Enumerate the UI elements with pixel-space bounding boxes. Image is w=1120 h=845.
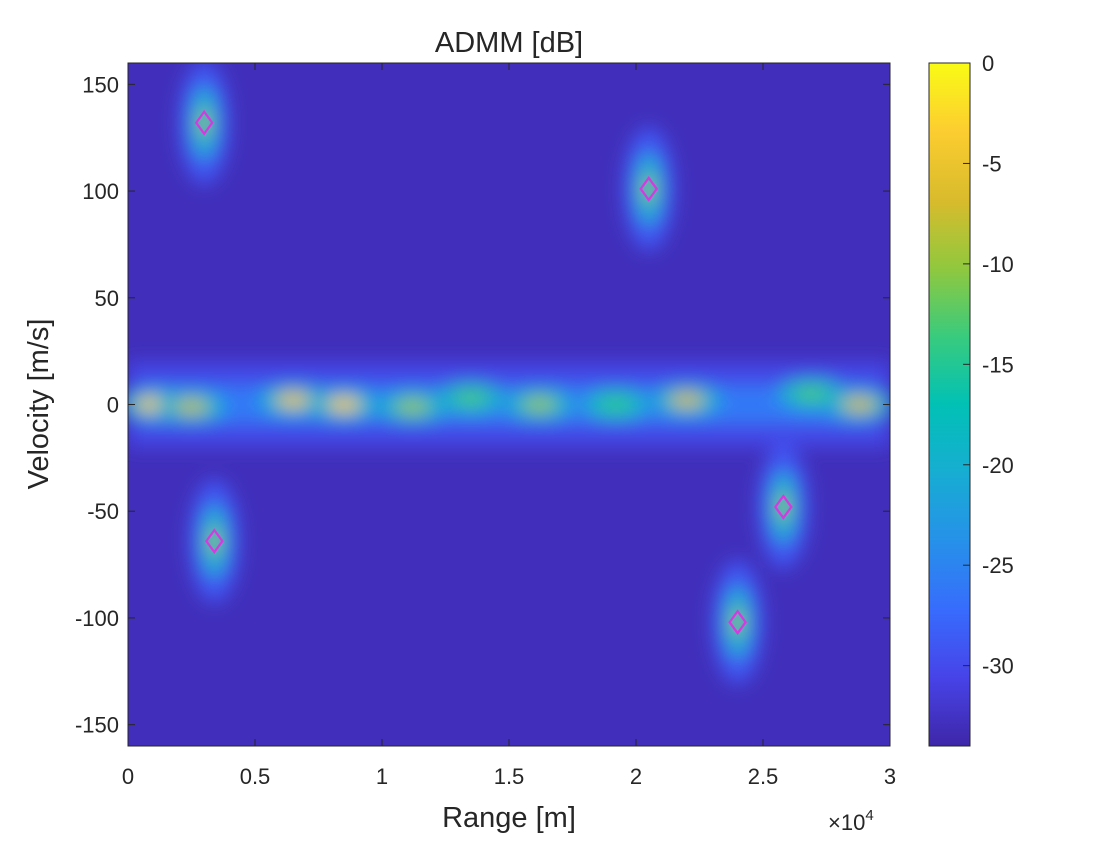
- colorbar-tick-label: -30: [982, 654, 1014, 679]
- x-tick-label: 0.5: [240, 764, 271, 789]
- clutter-peak: [453, 391, 488, 406]
- clutter-peak: [395, 399, 430, 414]
- y-tick-label: 0: [107, 393, 119, 418]
- x-tick-label: 2: [630, 764, 642, 789]
- target-marker: [194, 109, 214, 136]
- y-tick-label: -150: [75, 713, 119, 738]
- clutter-peak: [669, 393, 704, 408]
- target-marker: [639, 176, 659, 202]
- x-tick-label: 3: [884, 764, 896, 789]
- clutter-peak: [842, 397, 877, 412]
- target-marker: [773, 494, 793, 520]
- clutter-peak: [276, 393, 311, 408]
- clutter-peak: [522, 397, 557, 412]
- y-tick-label: -100: [75, 606, 119, 631]
- y-axis: 150 100 50 0 -50 -100 -150: [75, 72, 890, 738]
- colorbar-tick-label: -10: [982, 252, 1014, 277]
- clutter-peak: [174, 399, 209, 414]
- clutter-peak: [326, 397, 361, 412]
- y-axis-label: Velocity [m/s]: [23, 319, 55, 490]
- target-marker: [204, 528, 224, 554]
- y-tick-label: 50: [95, 286, 119, 311]
- chart-title: ADMM [dB]: [435, 27, 583, 59]
- colorbar-scale: [928, 62, 971, 747]
- x-axis: 0 0.5 1 1.5 2 2.5 3: [122, 63, 896, 789]
- heatmap-intensity: [128, 63, 890, 685]
- colorbar-tick-label: -25: [982, 553, 1014, 578]
- x-tick-label: 1: [376, 764, 388, 789]
- colorbar-tick-label: -15: [982, 352, 1014, 377]
- colorbar-tick-label: -5: [982, 151, 1002, 176]
- y-tick-label: 100: [82, 179, 119, 204]
- x-tick-label: 1.5: [494, 764, 525, 789]
- target-marker: [728, 609, 747, 636]
- colorbar-ticks: 0 -5 -10 -15 -20 -25 -30: [963, 51, 1014, 679]
- x-tick-label: 2.5: [748, 764, 779, 789]
- clutter-peak: [598, 397, 633, 412]
- colorbar: 0 -5 -10 -15 -20 -25 -30: [928, 51, 1014, 747]
- colorbar-tick-label: -20: [982, 453, 1014, 478]
- target-markers: [194, 109, 793, 636]
- y-tick-label: 150: [82, 72, 119, 97]
- y-tick-label: -50: [87, 499, 119, 524]
- x-tick-label: 0: [122, 764, 134, 789]
- x-axis-label: Range [m]: [442, 802, 576, 834]
- x-exponent-label: ×104: [828, 807, 874, 835]
- plot-area: [127, 62, 891, 747]
- clutter-peak: [794, 386, 829, 401]
- colorbar-tick-label: 0: [982, 51, 994, 76]
